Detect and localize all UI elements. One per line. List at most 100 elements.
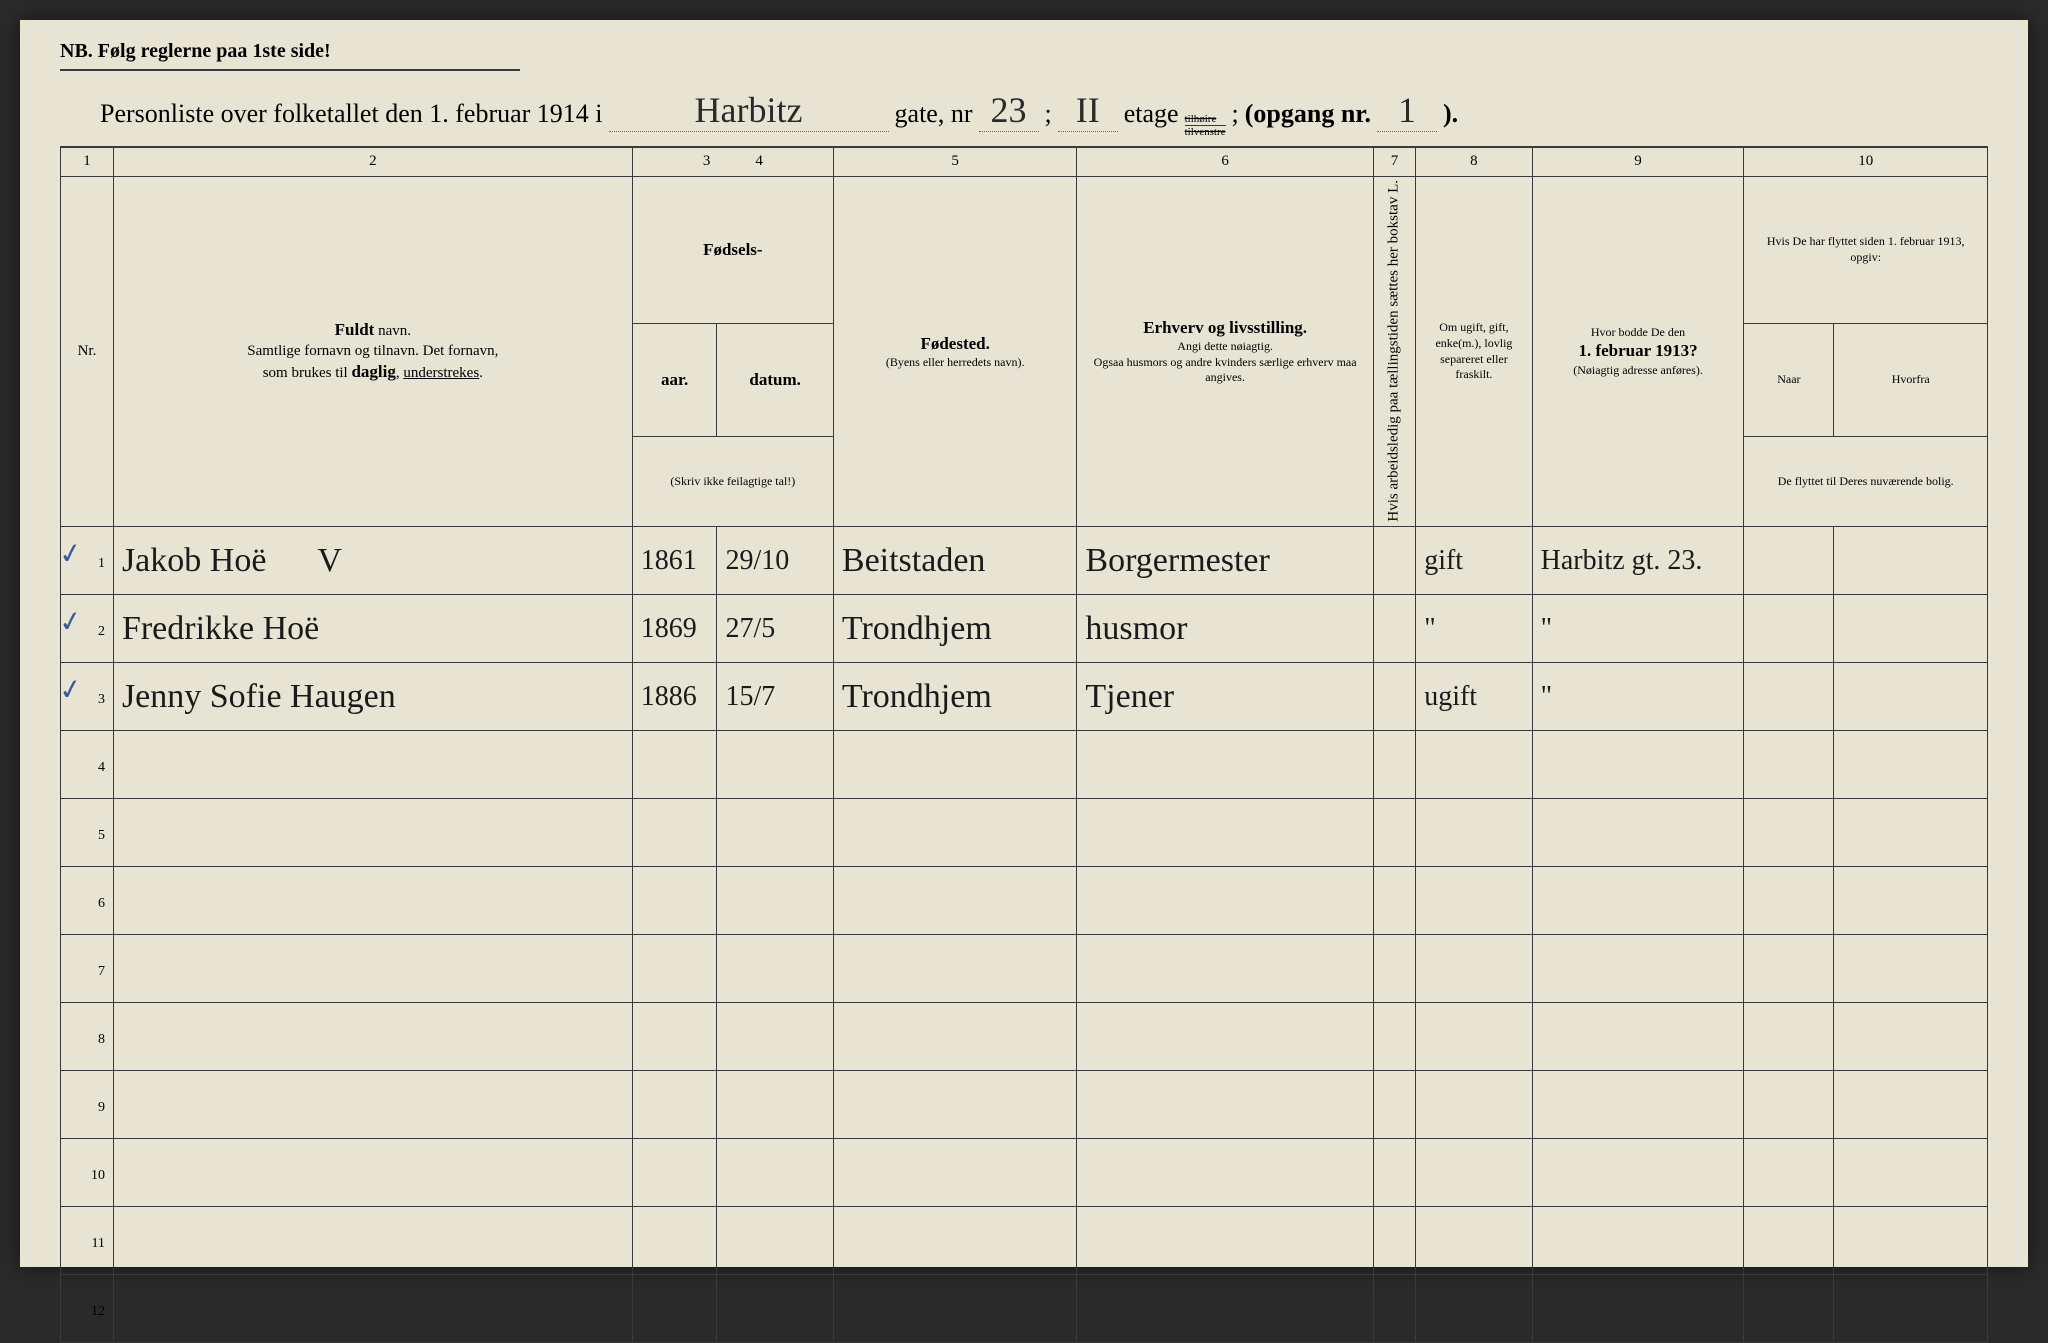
- cell: [113, 1139, 632, 1207]
- cell: [1077, 799, 1373, 867]
- cell: [1077, 1003, 1373, 1071]
- check-mark: ✓: [56, 604, 85, 642]
- cell: gift: [1416, 527, 1532, 595]
- opgang-number-field: 1: [1377, 89, 1437, 132]
- cell: 6: [61, 867, 114, 935]
- cell: 1861: [632, 527, 717, 595]
- table-row: ✓1Jakob Hoë V186129/10BeitstadenBorgerme…: [61, 527, 1988, 595]
- hdr-name-line3: som brukes til daglig, understrekes.: [120, 361, 626, 384]
- cell: [1532, 1275, 1744, 1343]
- cell: [1416, 935, 1532, 1003]
- cell: [113, 731, 632, 799]
- cell: [1416, 867, 1532, 935]
- cell: [1416, 1071, 1532, 1139]
- cell: Borgermester: [1077, 527, 1373, 595]
- cell: 5: [61, 799, 114, 867]
- cell: [1834, 1003, 1988, 1071]
- cell: [1373, 1139, 1415, 1207]
- cell: [113, 935, 632, 1003]
- cell: [1416, 731, 1532, 799]
- etage-label: etage: [1124, 99, 1179, 129]
- cell: [1532, 1139, 1744, 1207]
- hdr-fods-note: (Skriv ikke feilagtige tal!): [632, 437, 833, 527]
- cell: [632, 935, 717, 1003]
- cell: [833, 1139, 1077, 1207]
- table-row: 9: [61, 1071, 1988, 1139]
- cell: [1532, 867, 1744, 935]
- cell: Fredrikke Hoë: [113, 595, 632, 663]
- cell: [1077, 1071, 1373, 1139]
- cell: [717, 799, 833, 867]
- cell: [717, 935, 833, 1003]
- cell: Trondhjem: [833, 663, 1077, 731]
- header-row-1: Nr. Fuldt navn. Samtlige fornavn og tiln…: [61, 176, 1988, 323]
- cell: 10: [61, 1139, 114, 1207]
- cell: 4: [61, 731, 114, 799]
- cell: [632, 1275, 717, 1343]
- cell: 29/10: [717, 527, 833, 595]
- cell: [833, 1275, 1077, 1343]
- table-row: 8: [61, 1003, 1988, 1071]
- cell: [632, 1139, 717, 1207]
- cell: [113, 1207, 632, 1275]
- cell: [1834, 663, 1988, 731]
- hdr-name: Fuldt navn. Samtlige fornavn og tilnavn.…: [113, 176, 632, 527]
- cell: 9: [61, 1071, 114, 1139]
- cell: [833, 1071, 1077, 1139]
- cell: [1744, 527, 1834, 595]
- form-title-line: Personliste over folketallet den 1. febr…: [60, 81, 1988, 147]
- cell: [113, 1071, 632, 1139]
- hdr-datum: datum.: [717, 323, 833, 437]
- table-row: 10: [61, 1139, 1988, 1207]
- cell: [1532, 1003, 1744, 1071]
- colnum-8: 8: [1416, 148, 1532, 177]
- census-table: 1 2 3 4 5 6 7 8 9 10 Nr. Fuldt navn. Sam…: [60, 147, 1988, 1343]
- colnum-7: 7: [1373, 148, 1415, 177]
- colnum-9: 9: [1532, 148, 1744, 177]
- hdr-naar: Naar: [1744, 323, 1834, 437]
- cell: [1834, 1207, 1988, 1275]
- close-paren: ).: [1443, 99, 1458, 129]
- hdr-fodsels: Fødsels-: [632, 176, 833, 323]
- cell: ": [1532, 663, 1744, 731]
- table-body: ✓1Jakob Hoë V186129/10BeitstadenBorgerme…: [61, 527, 1988, 1343]
- cell: Jenny Sofie Haugen: [113, 663, 632, 731]
- cell: Tjener: [1077, 663, 1373, 731]
- cell: [1416, 1003, 1532, 1071]
- colnum-10: 10: [1744, 148, 1988, 177]
- cell: [1532, 799, 1744, 867]
- hdr-arbeidsledig: Hvis arbeidsledig paa tællingstiden sætt…: [1373, 176, 1415, 527]
- cell: [1532, 1071, 1744, 1139]
- cell: [1744, 663, 1834, 731]
- hdr-fodested: Fødested. (Byens eller herredets navn).: [833, 176, 1077, 527]
- cell: husmor: [1077, 595, 1373, 663]
- cell: 1886: [632, 663, 717, 731]
- cell: [1077, 1275, 1373, 1343]
- cell: [717, 1071, 833, 1139]
- cell: Harbitz gt. 23.: [1532, 527, 1744, 595]
- cell: [1077, 1207, 1373, 1275]
- colnum-5: 5: [833, 148, 1077, 177]
- hdr-flyttet: Hvis De har flyttet siden 1. februar 191…: [1744, 176, 1988, 323]
- cell: [1744, 1071, 1834, 1139]
- cell: [717, 1139, 833, 1207]
- cell: [1416, 1139, 1532, 1207]
- cell: [1834, 1071, 1988, 1139]
- table-row: 6: [61, 867, 1988, 935]
- check-mark: ✓: [56, 536, 85, 574]
- title-prefix: Personliste over folketallet den 1. febr…: [100, 99, 603, 129]
- etage-left: tilvenstre: [1185, 126, 1226, 138]
- cell: ✓1: [61, 527, 114, 595]
- cell: 8: [61, 1003, 114, 1071]
- cell: [1744, 1139, 1834, 1207]
- cell: [1077, 867, 1373, 935]
- cell: [1077, 731, 1373, 799]
- census-form-page: NB. Følg reglerne paa 1ste side! Personl…: [20, 20, 2028, 1267]
- cell: [1834, 935, 1988, 1003]
- gate-number-field: 23: [979, 89, 1039, 132]
- hdr-civil: Om ugift, gift, enke(m.), lovlig separer…: [1416, 176, 1532, 527]
- colnum-6: 6: [1077, 148, 1373, 177]
- hdr-nr: Nr.: [61, 176, 114, 527]
- cell: ": [1532, 595, 1744, 663]
- cell: [1532, 1207, 1744, 1275]
